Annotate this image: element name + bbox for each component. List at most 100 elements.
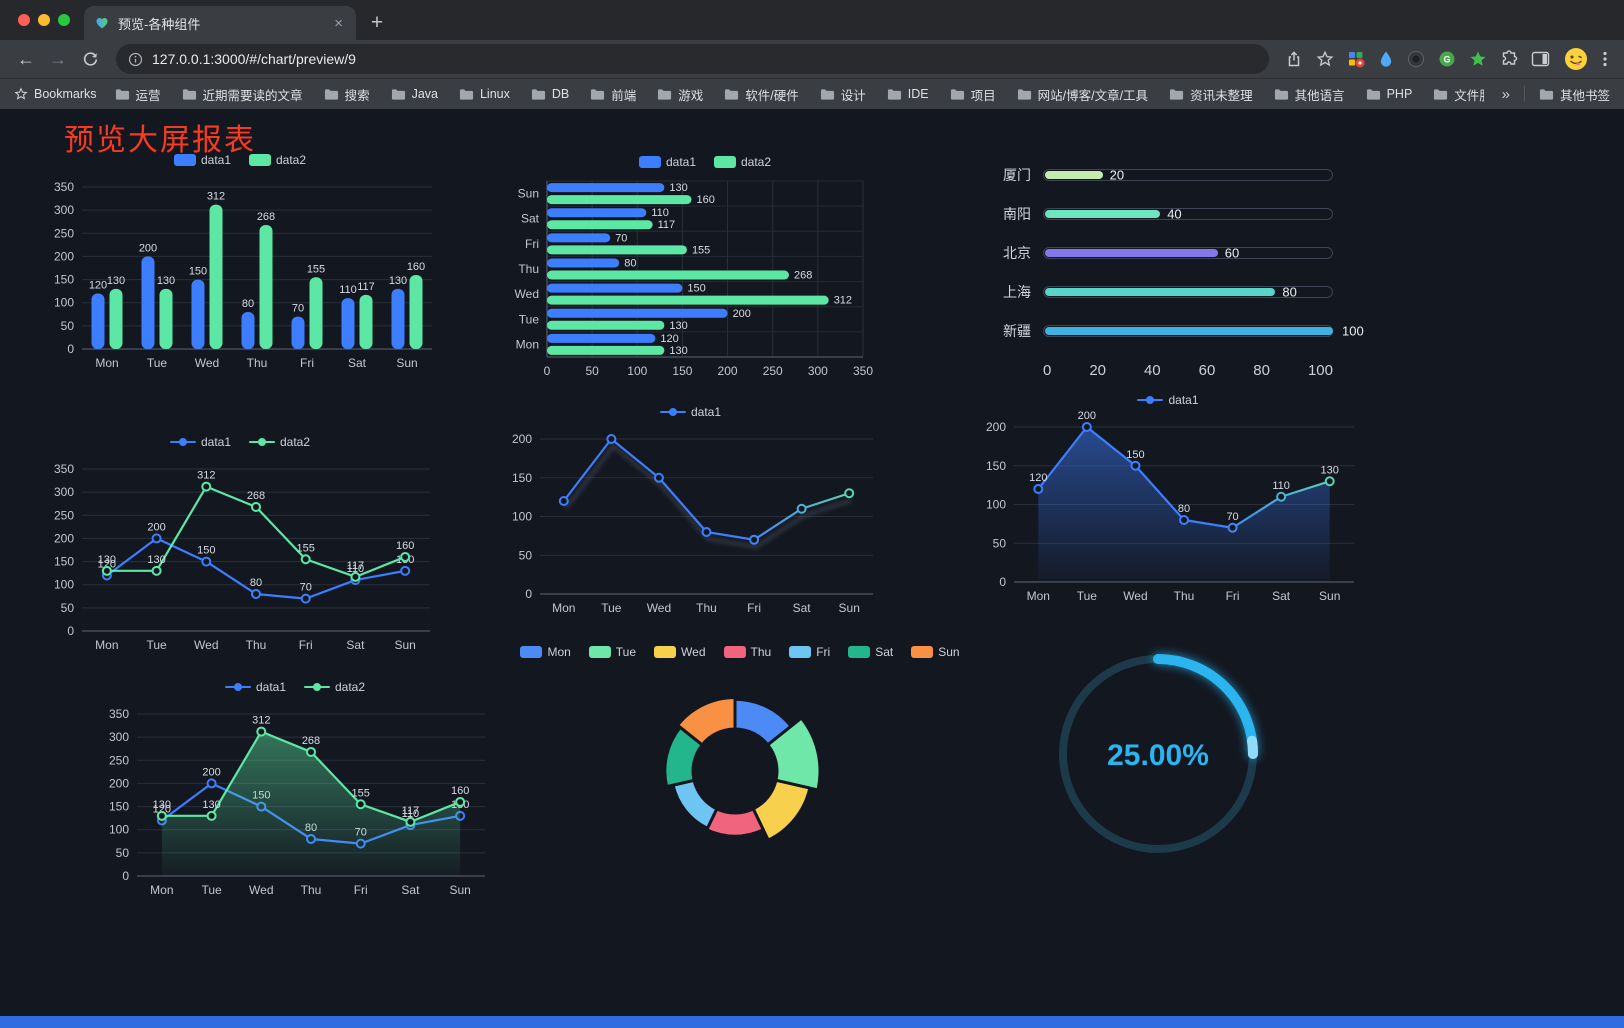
legend-item-Thu[interactable]: Thu bbox=[723, 645, 771, 659]
legend-item-data1[interactable]: data1 bbox=[173, 153, 231, 167]
gauge-chart[interactable]: 25.00% bbox=[1040, 646, 1276, 864]
svg-text:150: 150 bbox=[189, 266, 207, 278]
folder-icon bbox=[591, 88, 605, 100]
legend-item-Sun[interactable]: Sun bbox=[911, 645, 960, 659]
progress-bar-chart[interactable]: 厦门 20 南阳 40 北京 60 上海 80 新疆 100 0 20 40 60 80 100 bbox=[985, 155, 1377, 380]
extensions-grid-icon[interactable] bbox=[1347, 50, 1365, 68]
bookmark-item[interactable]: 近期需要读的文章 bbox=[182, 85, 303, 104]
bookmark-label: 设计 bbox=[840, 88, 866, 103]
address-bar[interactable]: 127.0.0.1:3000/#/chart/preview/9 bbox=[116, 44, 1269, 74]
bookmark-item[interactable]: 前端 bbox=[590, 85, 636, 104]
legend-item-data2[interactable]: data2 bbox=[249, 435, 310, 449]
bookmark-item[interactable]: 项目 bbox=[950, 85, 996, 104]
bookmark-item[interactable]: DB bbox=[531, 85, 569, 104]
progress-row-北京[interactable]: 北京 60 bbox=[985, 233, 1377, 272]
bookmarks-manager-item[interactable]: Bookmarks bbox=[14, 87, 97, 101]
forward-button[interactable]: → bbox=[49, 48, 67, 69]
legend-item-data1[interactable]: data1 bbox=[224, 680, 286, 694]
bookmark-item[interactable]: 游戏 bbox=[657, 85, 703, 104]
svg-text:Fri: Fri bbox=[354, 883, 368, 897]
svg-text:200: 200 bbox=[986, 420, 1006, 434]
svg-text:150: 150 bbox=[672, 364, 692, 378]
legend-item-data2[interactable]: data2 bbox=[304, 680, 365, 694]
legend-item-data1[interactable]: data1 bbox=[659, 405, 721, 419]
bookmark-item[interactable]: 资讯未整理 bbox=[1169, 85, 1253, 104]
url-text[interactable]: 127.0.0.1:3000/#/chart/preview/9 bbox=[152, 51, 356, 67]
drop-extension-icon[interactable] bbox=[1378, 50, 1394, 68]
green-extension-icon[interactable]: G bbox=[1438, 50, 1456, 68]
grouped-bar-chart[interactable]: data1 data2 0 50 100 150 200 250 300 350 Mon Tue Wed… bbox=[40, 149, 440, 376]
progress-row-厦门[interactable]: 厦门 20 bbox=[985, 155, 1377, 194]
reload-button[interactable] bbox=[76, 45, 104, 73]
legend-item-Fri[interactable]: Fri bbox=[789, 645, 830, 659]
star-icon bbox=[14, 87, 28, 100]
menu-icon[interactable] bbox=[1602, 50, 1608, 68]
line-area-chart[interactable]: data1 data2 0 50 100 150 200 250 300 350 Mon Tue Wed… bbox=[95, 676, 495, 903]
bookmark-item[interactable]: IDE bbox=[887, 85, 929, 104]
bookmark-item[interactable]: PHP bbox=[1366, 85, 1412, 104]
folder-icon bbox=[324, 88, 338, 100]
legend-item-data1[interactable]: data1 bbox=[1137, 393, 1199, 407]
bookmark-item[interactable]: Linux bbox=[459, 85, 510, 104]
svg-text:350: 350 bbox=[109, 707, 129, 721]
bookmarks-overflow-chevron[interactable]: » bbox=[1501, 85, 1510, 103]
info-icon[interactable] bbox=[128, 52, 143, 67]
progress-row-上海[interactable]: 上海 80 bbox=[985, 272, 1377, 311]
rose-pie-chart[interactable]: Mon Tue Wed Thu Fri Sat Sun bbox=[520, 641, 960, 881]
legend-item-data2[interactable]: data2 bbox=[714, 155, 771, 169]
share-icon[interactable] bbox=[1285, 50, 1303, 68]
horizontal-bar-chart[interactable]: data1 data2 0 50 100 150 200 250 300 350 Mon 120 130… bbox=[505, 151, 905, 385]
svg-text:350: 350 bbox=[54, 462, 74, 476]
legend-swatch bbox=[173, 154, 196, 166]
legend-item-Wed[interactable]: Wed bbox=[654, 645, 706, 659]
svg-text:130: 130 bbox=[157, 275, 175, 287]
legend-item-Tue[interactable]: Tue bbox=[588, 645, 636, 659]
bookmark-item[interactable]: 搜索 bbox=[324, 85, 370, 104]
legend-item-Sat[interactable]: Sat bbox=[848, 645, 893, 659]
bookmark-star-icon[interactable] bbox=[1316, 50, 1334, 68]
progress-row-新疆[interactable]: 新疆 100 bbox=[985, 311, 1377, 350]
svg-text:155: 155 bbox=[307, 263, 325, 275]
area-chart[interactable]: data1 0 50 100 150 200 Mon Tue Wed Thu Fri Sat Sun 12… bbox=[972, 389, 1364, 609]
legend-item-data1[interactable]: data1 bbox=[169, 435, 231, 449]
progress-value: 40 bbox=[1167, 206, 1182, 221]
svg-text:117: 117 bbox=[658, 219, 676, 231]
bookmark-item[interactable]: 运营 bbox=[115, 85, 161, 104]
svg-text:200: 200 bbox=[202, 766, 220, 778]
profile-avatar[interactable] bbox=[1563, 46, 1589, 72]
legend-item-Mon[interactable]: Mon bbox=[520, 645, 571, 659]
progress-fill bbox=[1045, 326, 1333, 335]
legend-item-data2[interactable]: data2 bbox=[249, 153, 306, 167]
bookmark-item[interactable]: Java bbox=[391, 85, 438, 104]
bookmark-items: 运营 近期需要读的文章 搜索 Java Linux DB 前端 游戏 软件/硬件 设计 IDE 项目 网… bbox=[115, 85, 1484, 104]
star-extension-icon[interactable] bbox=[1469, 50, 1487, 68]
puzzle-icon[interactable] bbox=[1500, 50, 1518, 68]
close-window-button[interactable] bbox=[18, 14, 30, 26]
legend-swatch bbox=[249, 436, 275, 448]
chart-legend: data1 data2 bbox=[40, 149, 440, 171]
legend-item-data1[interactable]: data1 bbox=[638, 155, 696, 169]
minimize-window-button[interactable] bbox=[38, 14, 50, 26]
bookmark-item[interactable]: 其他语言 bbox=[1274, 85, 1345, 104]
gradient-line-chart[interactable]: data1 0 50 100 150 200 Mon Tue Wed Thu Fri Sat Sun bbox=[498, 401, 883, 621]
bookmark-item[interactable]: 软件/硬件 bbox=[724, 85, 799, 104]
new-tab-button[interactable]: + bbox=[370, 11, 384, 34]
browser-tab[interactable]: 预览-各种组件 × bbox=[84, 6, 356, 40]
progress-value: 20 bbox=[1109, 167, 1125, 182]
bookmark-item[interactable]: 文件服务器 bbox=[1433, 85, 1484, 104]
other-bookmarks-item[interactable]: 其他书签 bbox=[1539, 85, 1610, 104]
progress-track: 100 bbox=[1043, 323, 1364, 338]
side-panel-icon[interactable] bbox=[1531, 51, 1550, 67]
progress-row-南阳[interactable]: 南阳 40 bbox=[985, 194, 1377, 233]
multi-line-chart[interactable]: data1 data2 0 50 100 150 200 250 300 350 Mon Tue Wed… bbox=[40, 431, 440, 658]
bookmark-item[interactable]: 设计 bbox=[820, 85, 866, 104]
dark-extension-icon[interactable] bbox=[1407, 50, 1425, 68]
legend-swatch bbox=[520, 646, 543, 658]
progress-label: 上海 bbox=[1003, 283, 1031, 300]
bookmark-label: Java bbox=[411, 87, 438, 101]
zoom-window-button[interactable] bbox=[58, 14, 70, 26]
folder-icon bbox=[1539, 88, 1554, 100]
bookmark-item[interactable]: 网站/博客/文章/工具 bbox=[1017, 85, 1148, 104]
tab-close-icon[interactable]: × bbox=[334, 14, 343, 32]
back-button[interactable]: ← bbox=[17, 48, 35, 69]
